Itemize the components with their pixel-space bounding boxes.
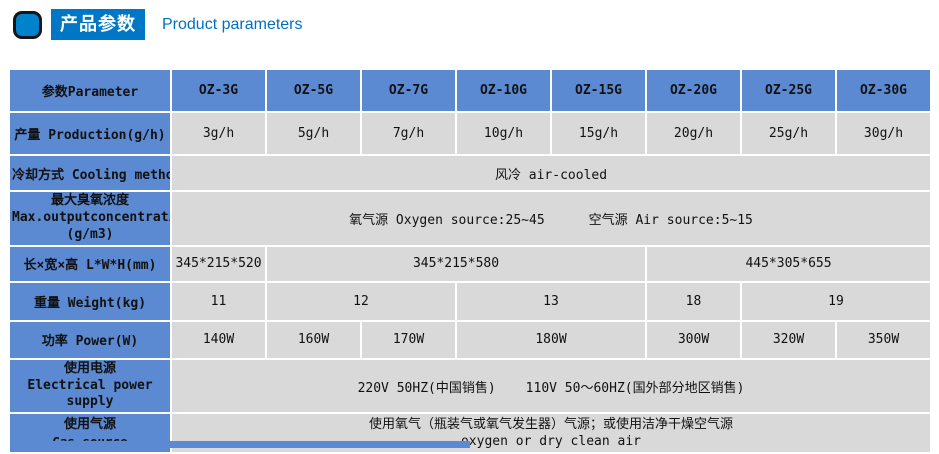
cell-production-oz-15g: 15g/h (552, 113, 645, 154)
cell-dimensions-oz-3g: 345*215*520 (172, 246, 265, 281)
gas-label-cn: 使用气源 (63, 416, 116, 432)
concentration-label-en: Max.outputconcentration (12, 209, 170, 225)
cell-production-oz-3g: 3g/h (172, 113, 265, 154)
cell-cooling-method: 风冷 air-cooled (172, 156, 930, 190)
cell-production-oz-25g: 25g/h (742, 113, 835, 154)
gas-value-cn: 使用氧气（瓶装气或氧气发生器）气源；或使用洁净干燥空气源 (368, 416, 733, 432)
cell-dimensions-oz-20g-30g: 445*305*655 (647, 246, 930, 281)
col-header-oz-10g: OZ-10G (457, 70, 550, 111)
row-label-dimensions: 长×宽×高 L*W*H(mm) (10, 246, 170, 281)
brand-logo-icon (13, 10, 42, 39)
row-weight: 重量 Weight(kg) 11 12 13 18 19 (10, 282, 930, 320)
cell-production-oz-10g: 10g/h (457, 113, 550, 154)
cell-weight-oz-3g: 11 (172, 282, 265, 320)
row-cooling: 冷却方式 Cooling method 风冷 air-cooled (10, 156, 930, 190)
header-row: 参数Parameter OZ-3G OZ-5G OZ-7G OZ-10G OZ-… (10, 70, 930, 111)
row-label-production: 产量 Production(g/h) (10, 113, 170, 154)
col-header-oz-7g: OZ-7G (362, 70, 455, 111)
row-concentration: 最大臭氧浓度 Max.outputconcentration (g/m3) 氧气… (10, 192, 930, 245)
cell-power-oz-20g: 300W (647, 321, 740, 358)
electrical-label-cn: 使用电源 (63, 360, 116, 376)
col-header-oz-20g: OZ-20G (647, 70, 740, 111)
cell-power-oz-7g: 170W (362, 321, 455, 358)
cell-production-oz-5g: 5g/h (267, 113, 360, 154)
row-label-concentration: 最大臭氧浓度 Max.outputconcentration (g/m3) (10, 192, 170, 245)
row-label-electrical: 使用电源 Electrical power supply (10, 359, 170, 413)
cell-concentration: 氧气源 Oxygen source:25~45 空气源 Air source:5~… (172, 192, 930, 245)
electrical-value-china: 220V 50HZ(中国销售) (357, 380, 496, 396)
concentration-label-cn: 最大臭氧浓度 (50, 193, 129, 208)
row-label-cooling: 冷却方式 Cooling method (10, 156, 170, 190)
cell-power-oz-3g: 140W (172, 321, 265, 358)
col-header-oz-5g: OZ-5G (267, 70, 360, 111)
next-row-partial (10, 441, 470, 448)
concentration-air-source: 空气源 Air source:5~15 (588, 212, 753, 228)
row-gas: 使用气源 Gas source 使用氧气（瓶装气或氧气发生器）气源；或使用洁净干… (10, 414, 930, 453)
cell-weight-oz-25g-30g: 19 (742, 282, 930, 320)
row-dimensions: 长×宽×高 L*W*H(mm) 345*215*520 345*215*580 … (10, 246, 930, 281)
cell-power-oz-5g: 160W (267, 321, 360, 358)
cell-electrical: 220V 50HZ(中国销售) 110V 50～60HZ(国外部分地区销售) (172, 359, 930, 413)
cell-gas: 使用氧气（瓶装气或氧气发生器）气源；或使用洁净干燥空气源 oxygen or d… (172, 414, 930, 453)
row-label-weight: 重量 Weight(kg) (10, 282, 170, 320)
electrical-value-export: 110V 50～60HZ(国外部分地区销售) (525, 380, 745, 396)
cell-weight-oz-10g-15g: 13 (457, 282, 645, 320)
section-title-cn: 产品参数 (51, 9, 145, 40)
row-power: 功率 Power(W) 140W 160W 170W 180W 300W 320… (10, 321, 930, 358)
product-parameters-table: 参数Parameter OZ-3G OZ-5G OZ-7G OZ-10G OZ-… (8, 68, 932, 454)
cell-power-oz-10g-15g: 180W (457, 321, 645, 358)
col-header-parameter: 参数Parameter (10, 70, 170, 111)
cell-dimensions-oz-5g-15g: 345*215*580 (267, 246, 645, 281)
cell-production-oz-30g: 30g/h (837, 113, 930, 154)
col-header-oz-30g: OZ-30G (837, 70, 930, 111)
gas-value-en: oxygen or dry clean air (460, 434, 641, 450)
cell-power-oz-25g: 320W (742, 321, 835, 358)
row-production: 产量 Production(g/h) 3g/h 5g/h 7g/h 10g/h … (10, 113, 930, 154)
concentration-oxygen-source: 氧气源 Oxygen source:25~45 (349, 212, 545, 228)
col-header-oz-15g: OZ-15G (552, 70, 645, 111)
cell-power-oz-30g: 350W (837, 321, 930, 358)
row-electrical: 使用电源 Electrical power supply 220V 50HZ(中… (10, 359, 930, 413)
page-header: 产品参数 Product parameters (13, 9, 303, 40)
cell-production-oz-20g: 20g/h (647, 113, 740, 154)
electrical-label-en: Electrical power supply (27, 377, 153, 410)
section-title-en: Product parameters (162, 15, 303, 33)
col-header-oz-25g: OZ-25G (742, 70, 835, 111)
cell-production-oz-7g: 7g/h (362, 113, 455, 154)
cell-weight-oz-5g-7g: 12 (267, 282, 455, 320)
concentration-label-unit: (g/m3) (66, 226, 114, 242)
cell-weight-oz-20g: 18 (647, 282, 740, 320)
row-label-power: 功率 Power(W) (10, 321, 170, 358)
col-header-oz-3g: OZ-3G (172, 70, 265, 111)
